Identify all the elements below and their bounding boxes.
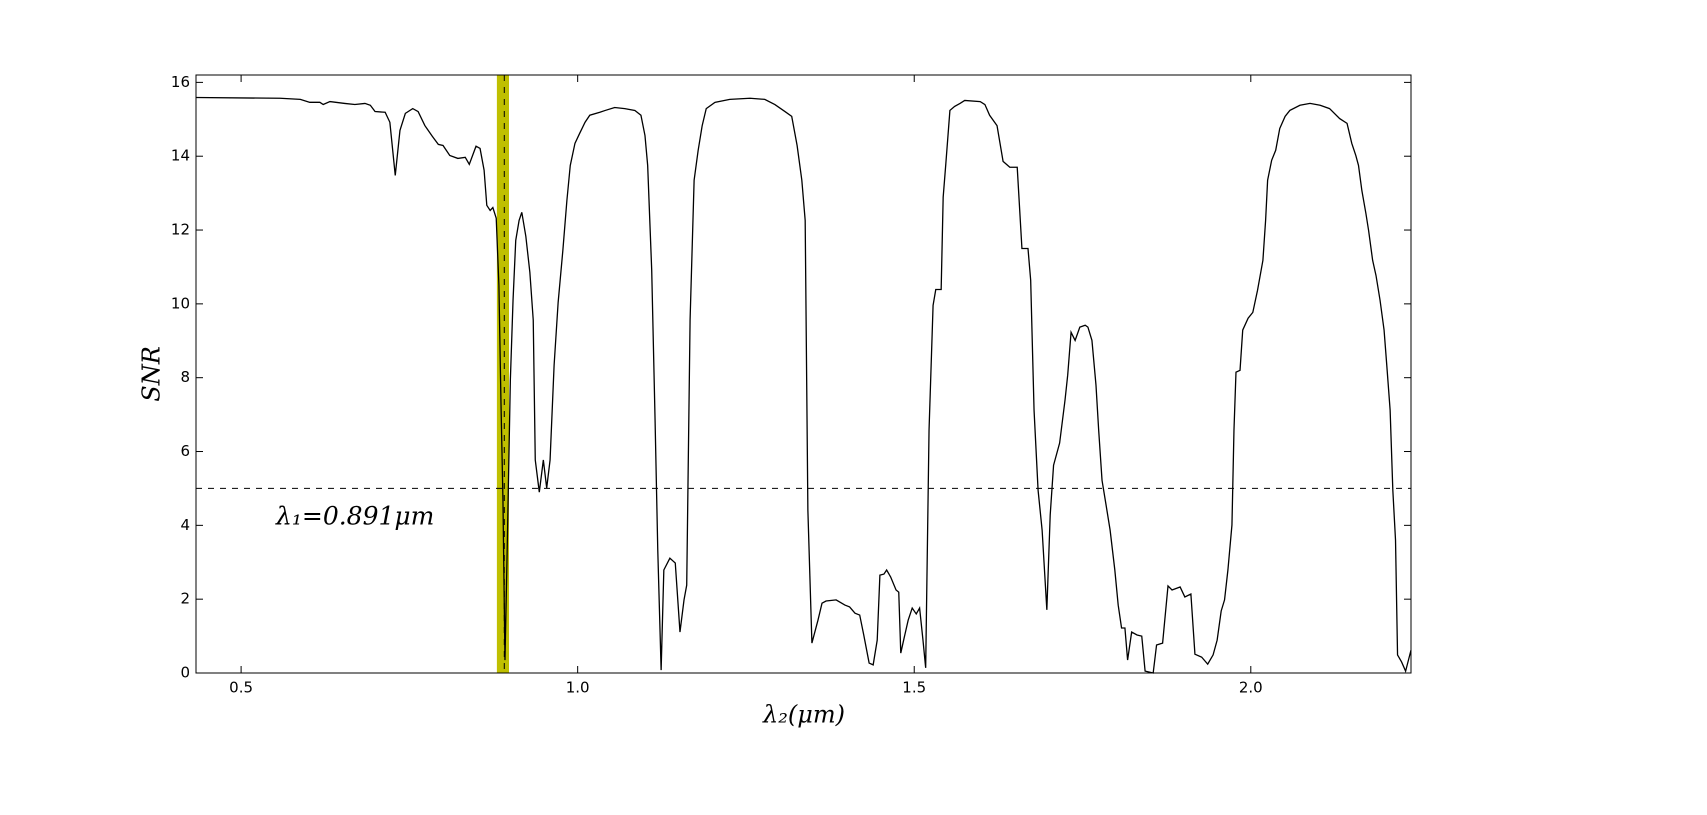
y-axis-label: SNR [138,346,166,402]
y-tick-label: 10 [171,294,190,312]
x-tick-label: 1.5 [902,679,926,697]
data-line [195,96,1412,674]
y-tick-label: 12 [171,221,190,239]
y-tick-label: 4 [180,516,190,534]
annotation: λ₁=0.891μm [275,502,434,531]
y-tick-label: 6 [180,442,190,460]
y-tick-label: 14 [171,147,190,165]
y-tick-label: 2 [180,590,190,608]
y-tick-label: 8 [180,368,190,386]
plot-frame [195,74,1412,674]
highlight-band [496,75,510,673]
x-tick-label: 0.5 [229,679,253,697]
x-axis-label: λ₂(μm) [762,701,845,729]
y-tick-label: 0 [180,664,190,682]
x-tick-label: 2.0 [1239,679,1263,697]
x-tick-label: 1.0 [566,679,590,697]
y-tick-label: 16 [171,73,190,91]
